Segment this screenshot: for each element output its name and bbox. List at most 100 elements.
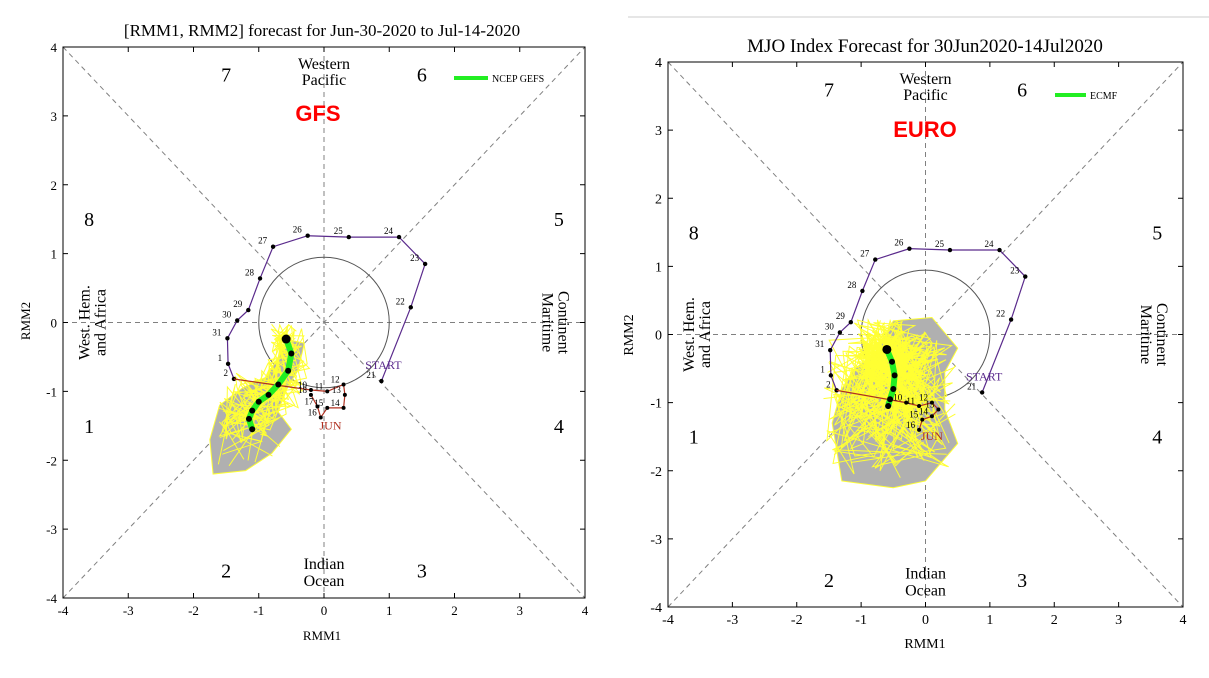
july-point bbox=[929, 414, 934, 419]
gfs-phase-diagram: [RMM1, RMM2] forecast for Jun-30-2020 to… bbox=[18, 21, 589, 643]
july-day-label: 10 bbox=[893, 393, 903, 403]
gfs-title: [RMM1, RMM2] forecast for Jun-30-2020 to… bbox=[124, 21, 520, 40]
july-point bbox=[341, 382, 346, 387]
observed-day-label: 26 bbox=[293, 225, 303, 235]
x-tick-label: -3 bbox=[123, 603, 134, 618]
observed-day-label: 21 bbox=[366, 370, 375, 380]
phase-number-8: 8 bbox=[84, 209, 94, 231]
july-day-label: 13 bbox=[332, 385, 342, 395]
observed-day-label: 22 bbox=[996, 309, 1005, 319]
region-western-pacific: Pacific bbox=[302, 72, 346, 89]
ensemble-member-line bbox=[833, 319, 948, 467]
observed-point bbox=[305, 233, 310, 238]
ensemble-member-line bbox=[832, 322, 930, 465]
ensemble-member-line bbox=[229, 337, 301, 431]
observed-day-label: 1 bbox=[820, 364, 825, 374]
y-tick-label: 4 bbox=[51, 40, 58, 55]
phase-number-2: 2 bbox=[824, 570, 834, 592]
observed-point bbox=[346, 234, 351, 240]
y-tick-label: -3 bbox=[46, 522, 57, 537]
observed-point bbox=[422, 261, 428, 267]
phase-number-2: 2 bbox=[221, 560, 231, 582]
july-day-label: 16 bbox=[308, 408, 318, 418]
observed-day-label: 27 bbox=[860, 249, 870, 259]
region-maritime-continent: Continent bbox=[555, 291, 572, 355]
phase-number-8: 8 bbox=[689, 222, 699, 244]
ensemble-mean-point bbox=[249, 426, 256, 433]
ensemble-member-line bbox=[828, 328, 950, 410]
y-tick-label: 3 bbox=[51, 109, 58, 124]
gfs-model-label: GFS bbox=[295, 101, 340, 126]
july-day-label: 13 bbox=[925, 399, 935, 409]
gfs-ylabel: RMM2 bbox=[18, 302, 33, 340]
y-tick-label: 4 bbox=[655, 56, 662, 71]
observed-day-label: 31 bbox=[815, 339, 824, 349]
x-tick-label: -1 bbox=[855, 613, 867, 628]
phase-divider-diagonal bbox=[667, 61, 1184, 608]
x-tick-label: 3 bbox=[1115, 613, 1122, 628]
ensemble-member-line bbox=[829, 339, 955, 420]
july-day-label: 15 bbox=[314, 398, 324, 408]
observed-point bbox=[225, 336, 230, 341]
ensemble-member-line bbox=[848, 319, 934, 441]
observed-point bbox=[257, 276, 263, 281]
ensemble-mean-point bbox=[887, 396, 894, 403]
observed-point bbox=[235, 318, 240, 323]
y-tick-label: -4 bbox=[650, 601, 662, 616]
july-point bbox=[315, 404, 320, 409]
x-tick-label: 2 bbox=[1051, 613, 1058, 628]
observed-point bbox=[907, 246, 912, 251]
x-tick-label: -4 bbox=[662, 613, 674, 628]
y-tick-label: 2 bbox=[51, 178, 58, 193]
observed-point bbox=[270, 244, 276, 249]
ensemble-mean-point bbox=[245, 415, 252, 422]
phase-number-1: 1 bbox=[689, 427, 699, 449]
july-point bbox=[308, 387, 313, 392]
y-tick-label: -1 bbox=[46, 384, 57, 399]
observed-point bbox=[837, 330, 843, 335]
y-tick-label: -2 bbox=[46, 453, 57, 468]
observed-day-label: 27 bbox=[258, 236, 268, 246]
jun-label: JUN bbox=[921, 429, 943, 443]
observed-day-label: 25 bbox=[935, 239, 945, 249]
y-tick-label: 1 bbox=[655, 260, 662, 275]
observed-point bbox=[231, 376, 237, 382]
july-day-label: 14 bbox=[331, 398, 341, 408]
x-tick-label: -4 bbox=[58, 603, 69, 618]
july-day-label: 17 bbox=[304, 397, 314, 407]
y-tick-label: 0 bbox=[51, 316, 58, 331]
july-day-label: 14 bbox=[919, 406, 929, 416]
x-tick-label: -2 bbox=[791, 613, 803, 628]
euro-title: MJO Index Forecast for 30Jun2020-14Jul20… bbox=[747, 36, 1103, 57]
x-tick-label: -2 bbox=[188, 603, 199, 618]
observed-point bbox=[997, 247, 1002, 253]
y-tick-label: 1 bbox=[51, 247, 58, 262]
observed-day-label: 24 bbox=[985, 239, 995, 249]
region-maritime-continent: Continent bbox=[1153, 303, 1170, 367]
x-tick-label: 3 bbox=[517, 603, 524, 618]
region-west-hem-africa: and Africa bbox=[92, 289, 109, 356]
observed-point bbox=[379, 378, 384, 384]
july-point bbox=[917, 404, 922, 409]
start-label: START bbox=[966, 369, 1003, 383]
ensemble-mean-point bbox=[285, 367, 292, 374]
ensemble-mean-point bbox=[882, 344, 892, 354]
x-tick-label: 1 bbox=[986, 613, 993, 628]
region-indian-ocean: Indian bbox=[905, 565, 946, 582]
july-point bbox=[318, 415, 323, 420]
gfs-xlabel: RMM1 bbox=[303, 628, 341, 643]
ensemble-mean-point bbox=[275, 381, 282, 388]
observed-day-label: 30 bbox=[825, 321, 835, 331]
observed-point bbox=[860, 288, 865, 294]
observed-day-label: 30 bbox=[222, 309, 232, 319]
y-tick-label: -2 bbox=[650, 465, 662, 480]
observed-day-label: 1 bbox=[218, 353, 223, 363]
observed-point bbox=[873, 257, 878, 262]
observed-point bbox=[1008, 317, 1014, 322]
y-tick-label: 3 bbox=[655, 124, 662, 139]
region-west-hem-africa: and Africa bbox=[697, 301, 714, 368]
observed-point bbox=[979, 390, 985, 395]
x-tick-label: 4 bbox=[582, 603, 589, 618]
ensemble-member-line bbox=[852, 342, 907, 419]
y-tick-label: 2 bbox=[655, 192, 662, 207]
